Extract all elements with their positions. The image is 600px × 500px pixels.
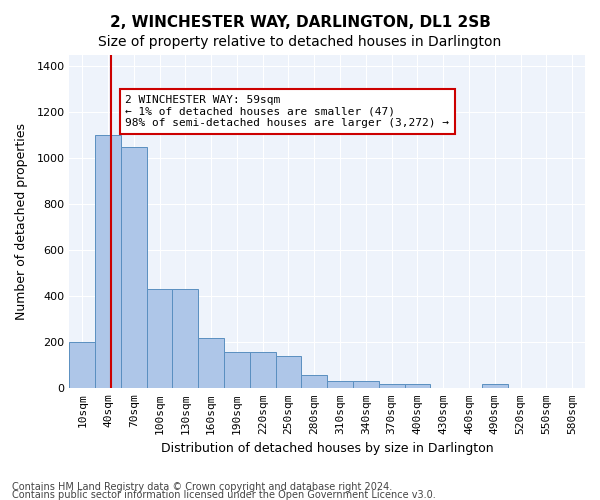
Bar bbox=[250, 352, 275, 389]
Text: 2 WINCHESTER WAY: 59sqm
← 1% of detached houses are smaller (47)
98% of semi-det: 2 WINCHESTER WAY: 59sqm ← 1% of detached… bbox=[125, 95, 449, 128]
Bar bbox=[95, 136, 121, 388]
Bar bbox=[353, 382, 379, 388]
Text: Contains public sector information licensed under the Open Government Licence v3: Contains public sector information licen… bbox=[12, 490, 436, 500]
Text: 2, WINCHESTER WAY, DARLINGTON, DL1 2SB: 2, WINCHESTER WAY, DARLINGTON, DL1 2SB bbox=[110, 15, 490, 30]
Text: Contains HM Land Registry data © Crown copyright and database right 2024.: Contains HM Land Registry data © Crown c… bbox=[12, 482, 392, 492]
Bar bbox=[327, 382, 353, 388]
Bar bbox=[224, 352, 250, 389]
Bar bbox=[70, 342, 95, 388]
Y-axis label: Number of detached properties: Number of detached properties bbox=[15, 123, 28, 320]
Bar bbox=[404, 384, 430, 388]
Bar bbox=[482, 384, 508, 388]
Bar bbox=[146, 290, 172, 388]
X-axis label: Distribution of detached houses by size in Darlington: Distribution of detached houses by size … bbox=[161, 442, 493, 455]
Bar bbox=[198, 338, 224, 388]
Bar bbox=[172, 290, 198, 388]
Text: Size of property relative to detached houses in Darlington: Size of property relative to detached ho… bbox=[98, 35, 502, 49]
Bar bbox=[275, 356, 301, 388]
Bar bbox=[121, 147, 146, 388]
Bar bbox=[379, 384, 404, 388]
Bar bbox=[301, 374, 327, 388]
